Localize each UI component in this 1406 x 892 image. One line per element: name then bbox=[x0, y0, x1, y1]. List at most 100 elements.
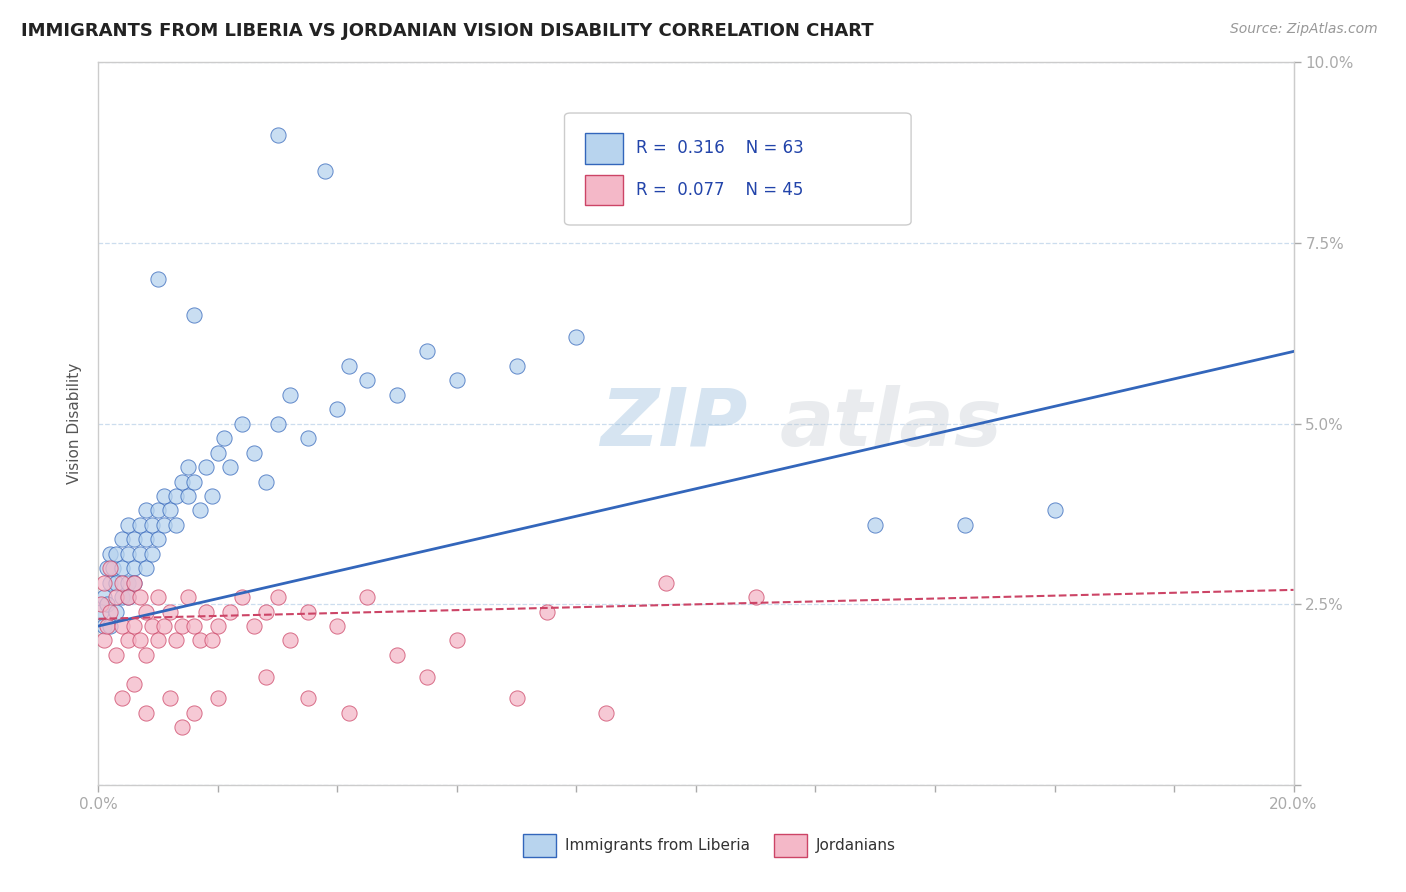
Point bbox=[135, 706, 157, 720]
Point bbox=[117, 547, 139, 561]
Text: ZIP: ZIP bbox=[600, 384, 748, 463]
Point bbox=[172, 720, 194, 734]
Point bbox=[96, 598, 118, 612]
Point bbox=[201, 633, 224, 648]
Point bbox=[177, 590, 200, 604]
Point bbox=[159, 503, 181, 517]
Point bbox=[148, 590, 170, 604]
Point bbox=[278, 388, 301, 402]
Point bbox=[124, 619, 146, 633]
Point bbox=[297, 431, 319, 445]
Point bbox=[98, 575, 122, 590]
Point bbox=[506, 359, 529, 373]
Point bbox=[183, 475, 205, 489]
Point bbox=[231, 590, 253, 604]
Point bbox=[111, 533, 134, 547]
Point bbox=[267, 417, 290, 431]
Point bbox=[339, 359, 361, 373]
Point bbox=[90, 598, 112, 612]
Point bbox=[117, 590, 139, 604]
Point bbox=[243, 619, 266, 633]
Point bbox=[135, 605, 157, 619]
Point bbox=[111, 561, 134, 575]
Point bbox=[153, 619, 176, 633]
Point bbox=[117, 517, 139, 532]
Point bbox=[135, 648, 157, 662]
Point bbox=[98, 605, 122, 619]
Point bbox=[267, 590, 290, 604]
FancyBboxPatch shape bbox=[523, 834, 557, 857]
Point bbox=[93, 575, 115, 590]
Point bbox=[506, 691, 529, 706]
Point bbox=[326, 402, 349, 417]
Point bbox=[655, 575, 678, 590]
Point bbox=[93, 590, 115, 604]
Point bbox=[111, 575, 134, 590]
Point bbox=[953, 517, 976, 532]
Y-axis label: Vision Disability: Vision Disability bbox=[67, 363, 83, 484]
Point bbox=[153, 489, 176, 503]
Point bbox=[165, 489, 187, 503]
Text: R =  0.077    N = 45: R = 0.077 N = 45 bbox=[637, 181, 804, 199]
Point bbox=[183, 308, 205, 322]
Point bbox=[111, 691, 134, 706]
Point bbox=[446, 633, 468, 648]
Point bbox=[207, 445, 229, 459]
Point bbox=[745, 590, 768, 604]
Point bbox=[98, 547, 122, 561]
FancyBboxPatch shape bbox=[585, 175, 623, 205]
Point bbox=[148, 533, 170, 547]
Point bbox=[297, 691, 319, 706]
Text: IMMIGRANTS FROM LIBERIA VS JORDANIAN VISION DISABILITY CORRELATION CHART: IMMIGRANTS FROM LIBERIA VS JORDANIAN VIS… bbox=[21, 22, 873, 40]
Point bbox=[148, 633, 170, 648]
Point bbox=[135, 533, 157, 547]
FancyBboxPatch shape bbox=[773, 834, 807, 857]
Point bbox=[177, 489, 200, 503]
Point bbox=[201, 489, 224, 503]
FancyBboxPatch shape bbox=[585, 133, 623, 163]
Point bbox=[207, 619, 229, 633]
Point bbox=[129, 517, 152, 532]
Point bbox=[254, 605, 277, 619]
Point bbox=[188, 633, 211, 648]
Point bbox=[124, 575, 146, 590]
Point bbox=[159, 605, 181, 619]
Point bbox=[267, 128, 290, 142]
Point bbox=[195, 605, 218, 619]
Point bbox=[565, 330, 588, 344]
Point bbox=[177, 460, 200, 475]
Point bbox=[141, 517, 163, 532]
Point bbox=[129, 590, 152, 604]
Point bbox=[141, 547, 163, 561]
Point bbox=[385, 388, 409, 402]
Point bbox=[278, 633, 301, 648]
Point bbox=[105, 590, 128, 604]
Point bbox=[172, 619, 194, 633]
Point bbox=[195, 460, 218, 475]
Point bbox=[135, 503, 157, 517]
Point bbox=[446, 373, 468, 387]
Point bbox=[254, 669, 277, 683]
Point bbox=[98, 561, 122, 575]
Point bbox=[93, 633, 115, 648]
Text: R =  0.316    N = 63: R = 0.316 N = 63 bbox=[637, 139, 804, 157]
Point bbox=[103, 561, 125, 575]
Point bbox=[148, 503, 170, 517]
Text: Immigrants from Liberia: Immigrants from Liberia bbox=[565, 838, 749, 853]
Point bbox=[416, 669, 439, 683]
Point bbox=[105, 547, 128, 561]
Point bbox=[207, 691, 229, 706]
Point bbox=[416, 344, 439, 359]
Point bbox=[595, 706, 617, 720]
Point bbox=[129, 547, 152, 561]
Text: Source: ZipAtlas.com: Source: ZipAtlas.com bbox=[1230, 22, 1378, 37]
Point bbox=[105, 605, 128, 619]
Point bbox=[326, 619, 349, 633]
Text: Jordanians: Jordanians bbox=[815, 838, 896, 853]
Point bbox=[165, 517, 187, 532]
Point bbox=[141, 619, 163, 633]
Point bbox=[124, 533, 146, 547]
Point bbox=[172, 475, 194, 489]
Point bbox=[93, 619, 115, 633]
Point bbox=[105, 648, 128, 662]
